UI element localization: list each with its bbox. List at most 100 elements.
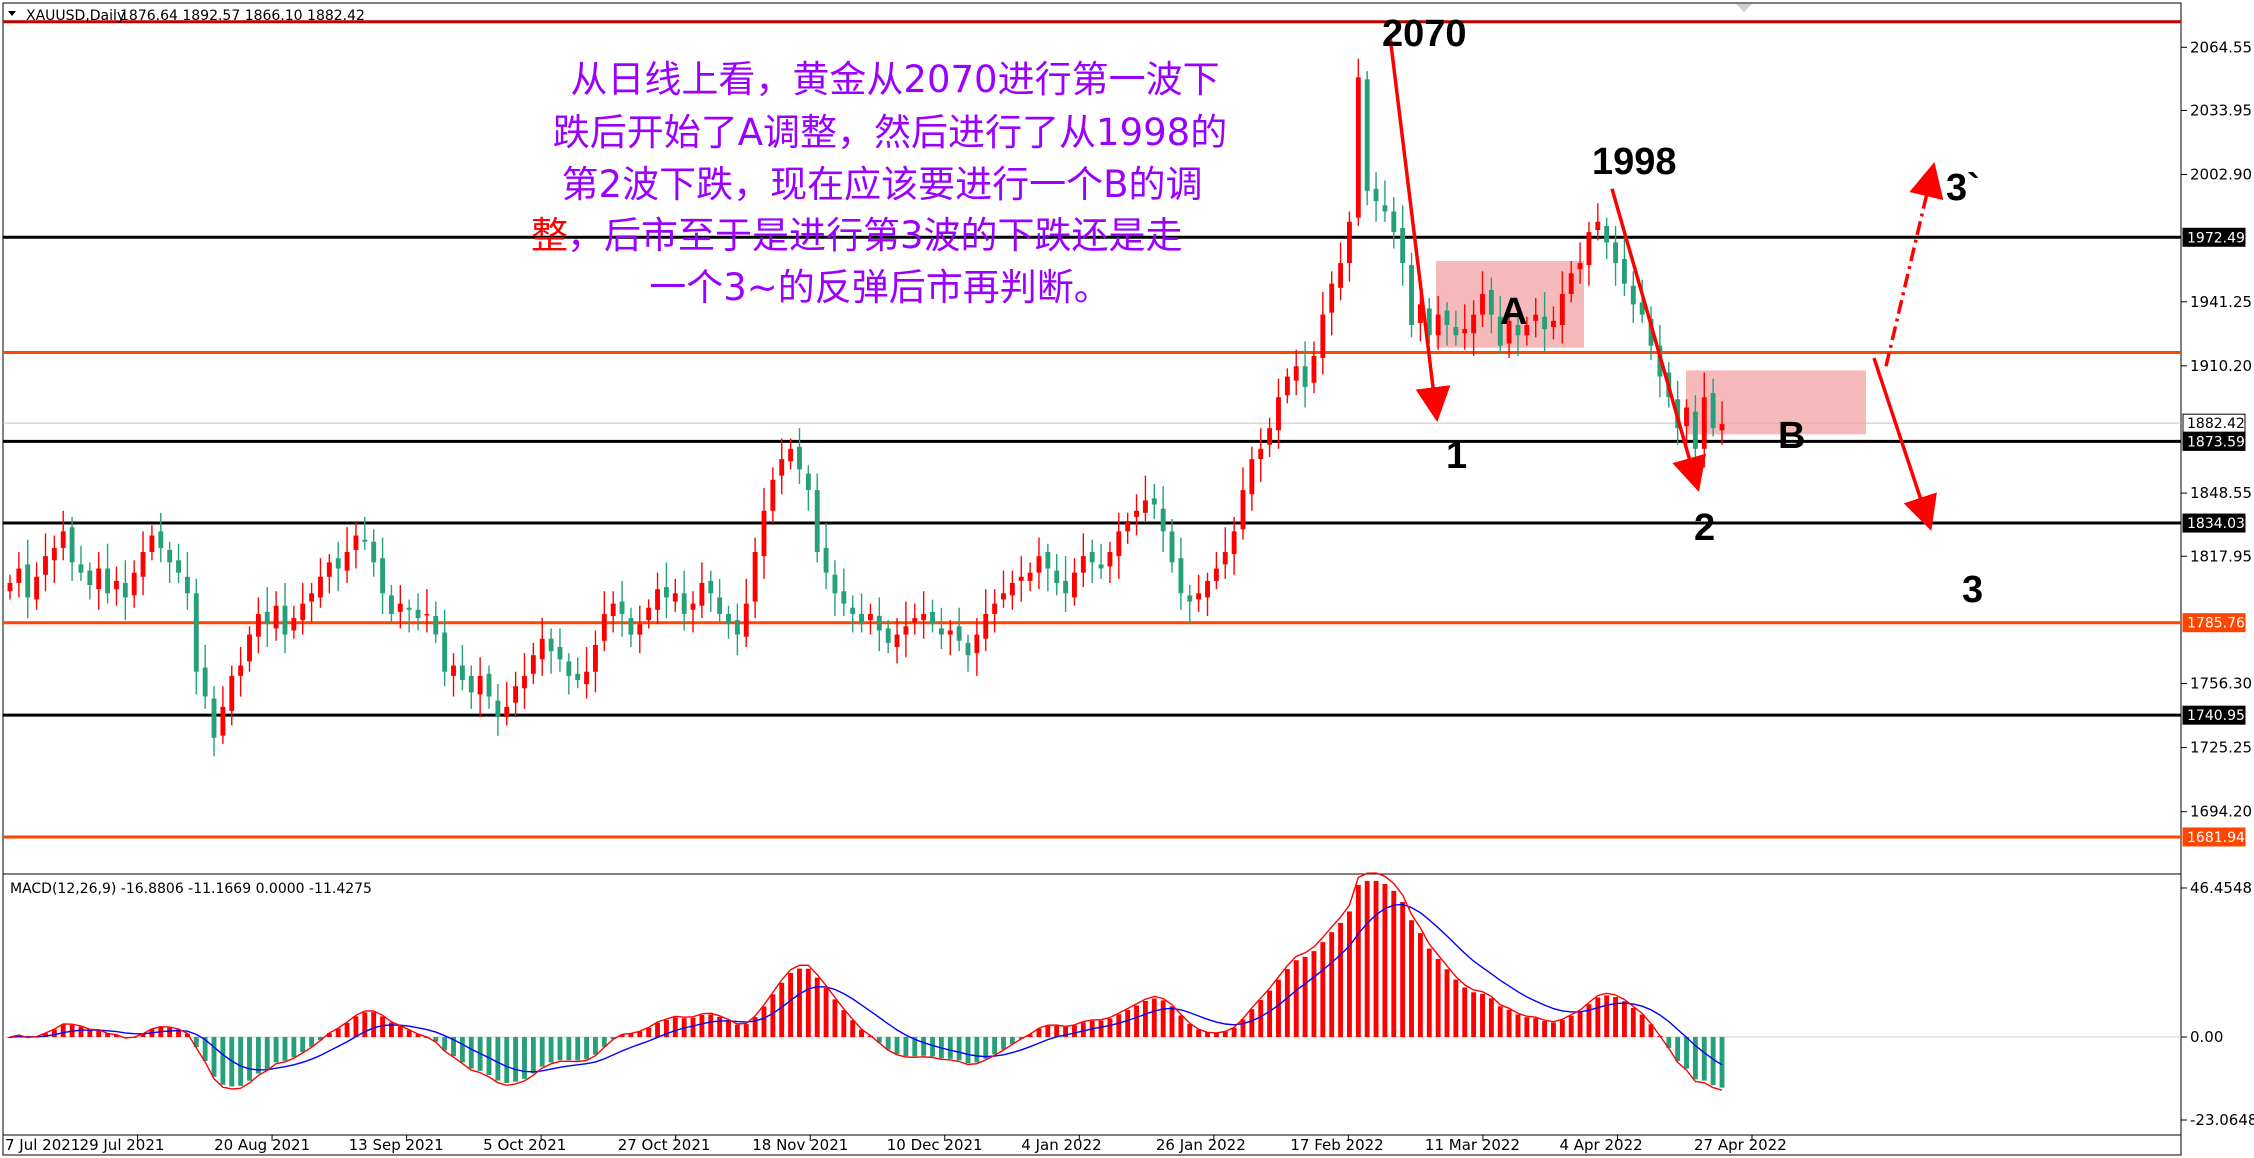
price-tag-label: 1834.03: [2187, 516, 2245, 532]
candle-body: [1267, 428, 1273, 445]
scroll-marker-icon[interactable]: [1736, 4, 1752, 12]
candle-body: [1382, 205, 1388, 212]
macd-tick-label: -23.0648: [2190, 1111, 2254, 1129]
candle-body: [1701, 397, 1707, 449]
macd-histogram-bar: [96, 1030, 102, 1038]
candle-body: [149, 535, 155, 553]
candle-body: [610, 603, 616, 617]
candle-body: [477, 675, 483, 695]
macd-histogram-bar: [974, 1037, 980, 1063]
candle-body: [1098, 564, 1104, 569]
annotation-line-5: 一个3~的反弹后市再判断。: [649, 266, 1111, 309]
candle-body: [335, 558, 341, 569]
candle-body: [788, 448, 794, 462]
macd-histogram-bar: [1338, 922, 1344, 1038]
macd-histogram-bar: [504, 1037, 510, 1083]
candle-body: [459, 665, 465, 680]
price-tick-label: 1910.20: [2190, 357, 2252, 375]
candle-body: [1107, 552, 1113, 567]
macd-histogram-bar: [1134, 1005, 1139, 1038]
candle-body: [202, 667, 208, 697]
ohlc-caption: 1876.64 1892.57 1866.10 1882.42: [120, 8, 365, 24]
candle-body: [433, 616, 439, 635]
candle-body: [1462, 329, 1468, 334]
candle-body: [273, 605, 279, 629]
candle-body: [96, 568, 102, 590]
candle-body: [1196, 593, 1202, 600]
candle-body: [655, 589, 660, 610]
macd-histogram-bar: [1630, 1007, 1636, 1038]
macd-histogram-bar: [433, 1037, 439, 1042]
macd-histogram-bar: [708, 1014, 714, 1038]
candle-body: [167, 549, 173, 563]
date-tick-label: 4 Apr 2022: [1559, 1136, 1642, 1154]
candle-body: [211, 698, 217, 738]
candle-body: [1559, 294, 1565, 325]
candle-body: [291, 618, 297, 631]
price-axis: 2064.55 2033.95 2002.90 1972.49 1941.25 1910.…: [2181, 38, 2252, 847]
macd-histogram-bar: [362, 1012, 368, 1038]
macd-histogram-bar: [832, 999, 838, 1038]
macd-histogram-bar: [388, 1022, 394, 1038]
wave-label-2: 2: [1694, 507, 1715, 549]
candle-body: [1054, 570, 1060, 583]
arrow-wave-2: [1610, 188, 1707, 492]
candle-body: [424, 613, 430, 616]
price-tag: [2182, 227, 2246, 247]
candle-body: [690, 603, 696, 610]
candle-body: [1293, 366, 1299, 381]
macd-histogram-bar: [734, 1024, 740, 1038]
macd-histogram-bar: [779, 982, 785, 1038]
macd-histogram-bar: [522, 1037, 527, 1079]
candle-body: [548, 638, 554, 652]
price-tick-label: 1817.95: [2190, 547, 2252, 565]
macd-histogram-bar: [255, 1037, 261, 1074]
candle-body: [726, 613, 731, 625]
candle-body: [415, 609, 421, 619]
macd-histogram-bar: [1559, 1020, 1565, 1038]
macd-histogram-bar: [539, 1037, 545, 1067]
candle-body: [1231, 531, 1237, 555]
macd-histogram-bar: [1444, 969, 1450, 1038]
macd-histogram-bar: [1692, 1037, 1698, 1080]
candle-body: [1692, 411, 1698, 449]
candle-body: [797, 446, 802, 470]
macd-histogram-bar: [1568, 1015, 1574, 1038]
macd-histogram-bar: [247, 1037, 252, 1081]
candle-body: [406, 607, 412, 610]
macd-histogram-bar: [1355, 885, 1361, 1038]
candle-body: [1595, 221, 1601, 231]
candle-body: [1621, 258, 1627, 284]
macd-histogram-bar: [1142, 1000, 1148, 1038]
candle-body: [672, 593, 678, 602]
candle-body: [1648, 318, 1654, 346]
candle-body: [1160, 508, 1166, 532]
date-tick-label: 11 Mar 2022: [1425, 1136, 1520, 1154]
candle-body: [1471, 314, 1477, 334]
macd-histogram-bar: [1675, 1037, 1681, 1062]
macd-histogram-bar: [850, 1020, 856, 1038]
annotation-line-4: ，后市至于是进行第3波的下跌还是走: [567, 214, 1183, 257]
caret-down-icon[interactable]: [8, 11, 16, 16]
candle-body: [1063, 580, 1069, 594]
macd-tick-label: 0.00: [2190, 1028, 2223, 1046]
candle-body: [956, 626, 962, 641]
price-tick-label: 1941.25: [2190, 293, 2252, 311]
candle-body: [681, 593, 687, 614]
macd-histogram-bar: [1231, 1027, 1237, 1038]
wave-label-2070: 2070: [1382, 13, 1467, 55]
macd-histogram-bar: [140, 1033, 146, 1038]
macd-histogram-bar: [1701, 1037, 1707, 1081]
candle-body: [1213, 568, 1219, 581]
macd-histogram-bar: [601, 1037, 607, 1047]
candle-body: [708, 580, 714, 594]
macd-histogram-bar: [717, 1016, 723, 1038]
candle-body: [761, 510, 767, 557]
candle-body: [16, 568, 22, 583]
macd-histogram-bar: [699, 1014, 705, 1038]
candle-body: [530, 655, 536, 674]
candle-body: [1524, 324, 1530, 336]
candle-body: [362, 539, 368, 542]
macd-histogram-bar: [1009, 1037, 1015, 1044]
